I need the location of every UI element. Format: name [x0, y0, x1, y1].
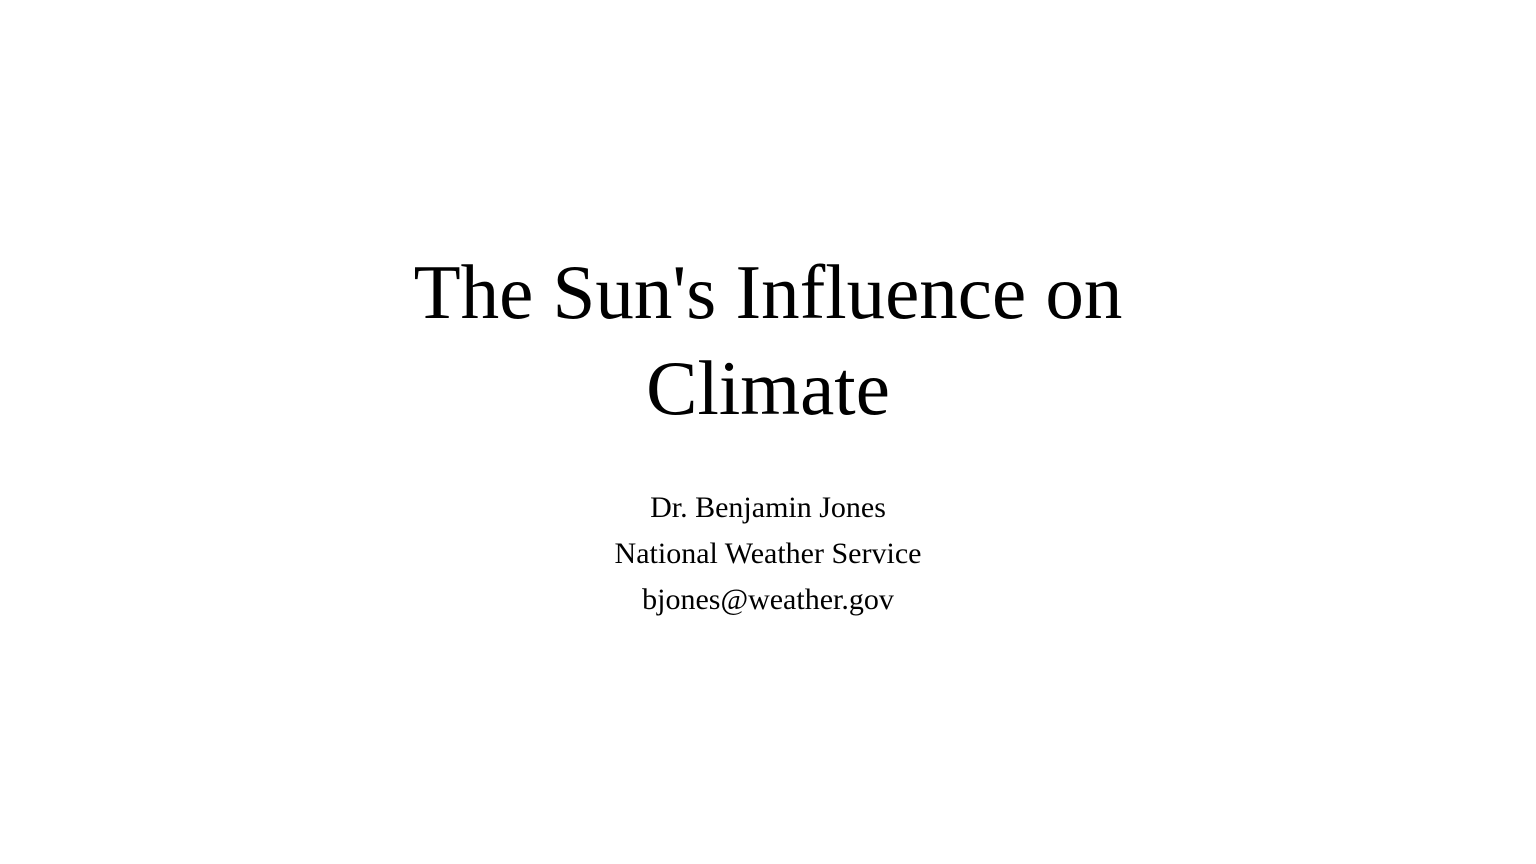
author-name: Dr. Benjamin Jones	[650, 491, 886, 524]
slide-title: The Sun's Influence on Climate	[318, 244, 1218, 436]
author-email: bjones@weather.gov	[642, 583, 894, 616]
author-organization: National Weather Service	[614, 537, 922, 570]
title-line-2: Climate	[646, 345, 890, 431]
title-line-1: The Sun's Influence on	[413, 249, 1123, 335]
slide-subtitle: Dr. Benjamin Jones National Weather Serv…	[418, 485, 1118, 623]
